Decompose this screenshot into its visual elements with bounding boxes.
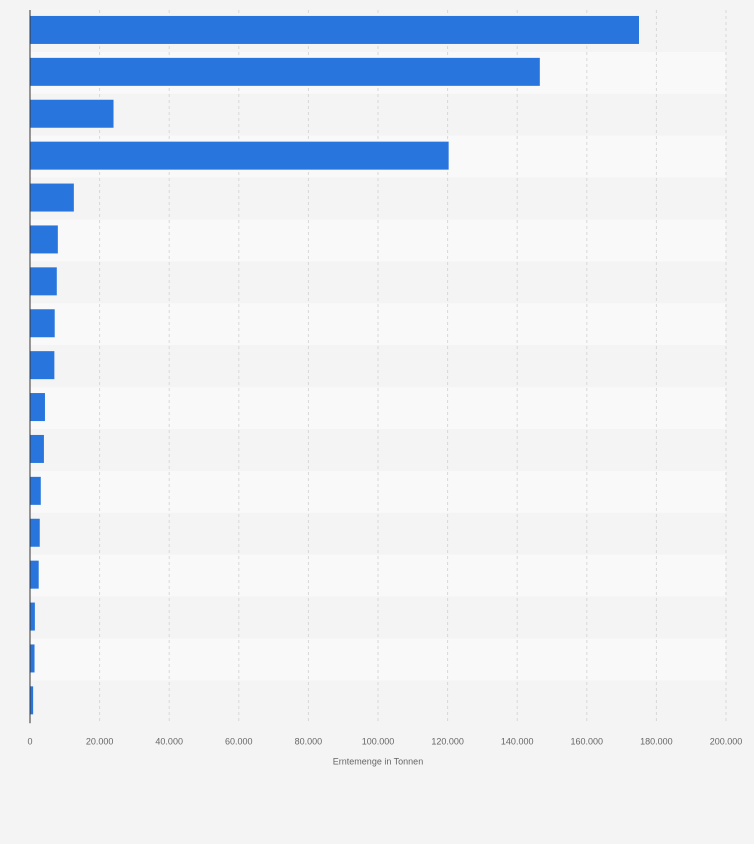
x-axis-title: Erntemenge in Tonnen [333, 756, 423, 766]
x-tick-label: 40.000 [155, 736, 183, 746]
bar[interactable] [30, 267, 57, 296]
bar[interactable] [30, 309, 55, 338]
x-tick-label: 80.000 [295, 736, 323, 746]
bar[interactable] [30, 560, 39, 589]
bar[interactable] [30, 225, 58, 254]
x-tick-label: 160.000 [571, 736, 604, 746]
bar[interactable] [30, 57, 540, 86]
x-tick-label: 60.000 [225, 736, 253, 746]
bar[interactable] [30, 15, 639, 44]
x-tick-label: 140.000 [501, 736, 534, 746]
bar[interactable] [30, 686, 34, 715]
bar[interactable] [30, 644, 35, 673]
bar[interactable] [30, 99, 114, 128]
x-tick-label: 20.000 [86, 736, 114, 746]
x-tick-label: 180.000 [640, 736, 673, 746]
bar[interactable] [30, 183, 74, 212]
x-axis-tick-labels: 0 20.000 40.000 60.000 80.000 100.000 120.000 1… [27, 736, 742, 746]
x-tick-label: 100.000 [362, 736, 395, 746]
gridlines [99, 10, 727, 723]
row-bands [30, 10, 726, 723]
bar[interactable] [30, 602, 35, 631]
bar[interactable] [30, 393, 45, 422]
x-tick-label: 200.000 [710, 736, 743, 746]
x-tick-label: 120.000 [431, 736, 464, 746]
x-tick-label: 0 [27, 736, 32, 746]
bar[interactable] [30, 141, 449, 170]
bar[interactable] [30, 351, 55, 380]
bars [30, 15, 639, 715]
bar[interactable] [30, 476, 41, 505]
bar[interactable] [30, 434, 44, 463]
bar[interactable] [30, 518, 40, 547]
